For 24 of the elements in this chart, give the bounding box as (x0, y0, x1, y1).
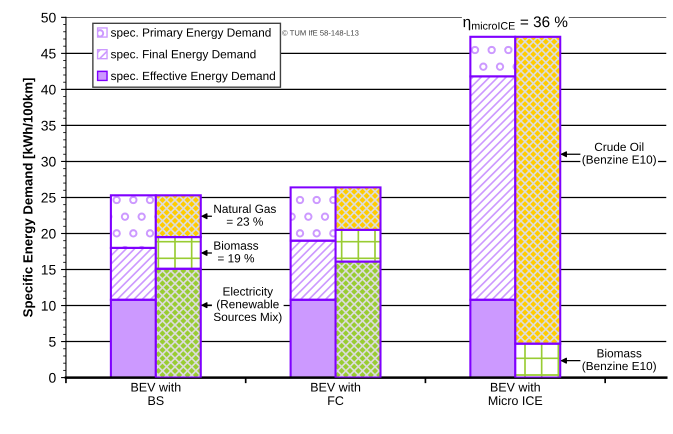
y-tick-label: 10 (42, 300, 56, 311)
legend-label: spec. Final Energy Demand (110, 50, 256, 61)
y-tick-label: 45 (41, 48, 56, 59)
y-tick-label: 35 (41, 120, 56, 131)
y-tick-label: 5 (49, 337, 56, 347)
annotation: Biomass (Benzine E10) (582, 348, 656, 373)
annotation: Natural Gas = 23 % (214, 204, 276, 226)
x-tick-label: BEV with Micro ICE (488, 382, 542, 406)
y-tick-label: 40 (41, 84, 56, 95)
x-tick-label: BEV with BS (131, 382, 180, 406)
annotation: Electricity (Renewable Sources Mix) (214, 286, 282, 324)
x-tick-label: BEV with FC (311, 382, 360, 406)
y-axis-title: Specific Energy Demand [kWh/100km] (22, 78, 36, 317)
y-tick-label: 15 (42, 264, 56, 275)
legend-label: spec. Primary Energy Demand (110, 28, 271, 40)
y-tick-label: 25 (41, 192, 56, 203)
legend-label: spec. Effective Energy Demand (110, 71, 275, 82)
y-tick-label: 0 (49, 372, 56, 383)
y-tick-label: 30 (41, 156, 56, 167)
annotation: η$_{microICE}$ = 36 % (463, 16, 568, 30)
y-tick-label: 20 (41, 228, 56, 239)
annotation: Crude Oil (Benzine E10) (582, 142, 656, 166)
y-tick-label: 50 (41, 12, 56, 23)
annotation: Biomass = 19 % (214, 241, 258, 262)
